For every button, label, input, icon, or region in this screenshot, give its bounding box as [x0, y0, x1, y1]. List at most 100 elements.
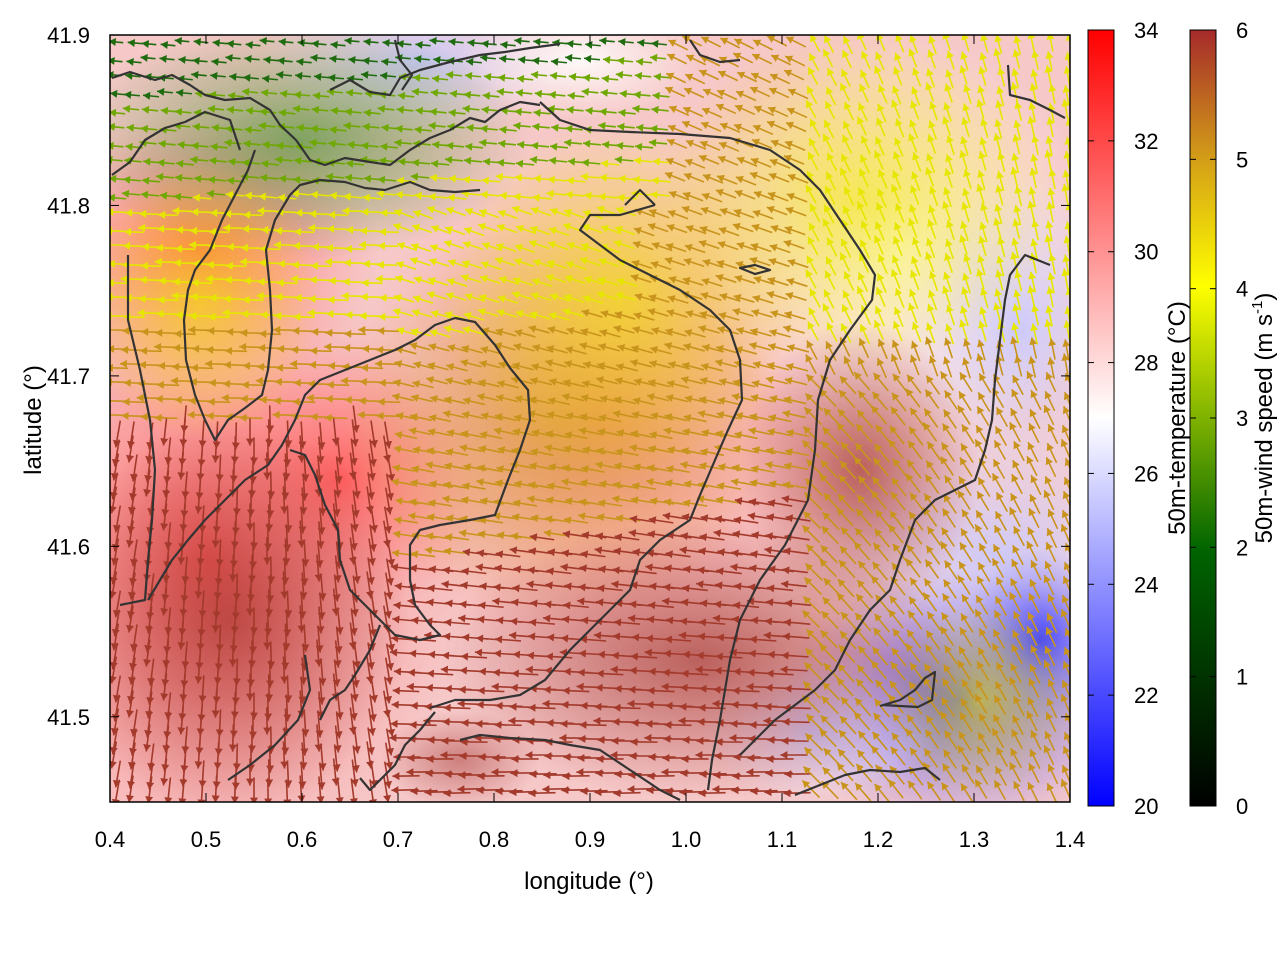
- wind-arrow: [362, 122, 380, 131]
- wind-arrow: [447, 193, 467, 202]
- wind-arrow: [325, 172, 345, 181]
- wind-arrow: [978, 151, 987, 171]
- wind-arrow: [110, 108, 126, 117]
- wind-arrow: [873, 443, 891, 463]
- wind-arrow: [838, 729, 856, 749]
- wind-arrow: [979, 306, 988, 328]
- wind-arrow: [977, 646, 991, 668]
- wind-arrow: [414, 54, 430, 63]
- wind-arrow: [530, 141, 550, 150]
- wind-arrow: [1063, 320, 1070, 342]
- wind-arrow: [961, 509, 975, 529]
- wind-arrow: [732, 52, 754, 64]
- wind-arrow: [157, 158, 175, 167]
- wind-arrow: [780, 580, 808, 589]
- wind-arrow: [892, 628, 908, 648]
- wind-arrow: [683, 87, 705, 99]
- wind-arrow: [668, 39, 688, 51]
- wind-arrow: [428, 192, 448, 201]
- wind-arrow: [350, 759, 359, 787]
- wind-arrow: [819, 728, 837, 748]
- wind-arrow: [1048, 84, 1057, 104]
- wind-arrow: [478, 294, 500, 303]
- wind-arrow: [766, 513, 792, 522]
- wind-arrow: [996, 86, 1005, 106]
- wind-arrow: [1062, 490, 1070, 508]
- wind-arrow: [291, 189, 311, 198]
- x-tick-label: 0.8: [479, 827, 510, 852]
- wind-arrow: [909, 407, 925, 427]
- wind-arrow: [328, 210, 348, 219]
- wind-arrow: [840, 153, 852, 173]
- wind-arrow: [392, 530, 418, 539]
- wind-arrow: [597, 499, 623, 508]
- wind-arrow: [408, 512, 432, 521]
- wind-arrow: [408, 427, 432, 436]
- wind-arrow: [263, 622, 272, 650]
- wind-arrow: [648, 753, 676, 762]
- wind-arrow: [154, 257, 176, 266]
- wind-arrow: [341, 291, 363, 300]
- wind-arrow: [428, 499, 452, 508]
- wind-arrow: [330, 106, 348, 115]
- wind-arrow: [426, 447, 450, 456]
- x-tick-label: 1.4: [1055, 827, 1086, 852]
- wind-arrow: [172, 206, 192, 215]
- contour-line: [1006, 64, 1066, 119]
- wind-arrow: [280, 741, 289, 769]
- wind-arrow: [228, 724, 237, 752]
- wind-arrow: [768, 414, 792, 423]
- wind-arrow: [463, 312, 485, 321]
- wind-arrow: [681, 669, 709, 678]
- wind-arrow: [666, 138, 688, 149]
- wind-arrow: [875, 51, 885, 71]
- colorbar-tick-label: 30: [1134, 240, 1158, 265]
- wind-arrow: [192, 193, 212, 202]
- wind-arrow: [392, 686, 420, 695]
- wind-arrow: [855, 763, 873, 783]
- wind-arrow: [243, 210, 263, 219]
- wind-arrow: [463, 156, 483, 165]
- wind-arrow: [344, 107, 362, 116]
- wind-arrow: [563, 753, 591, 762]
- wind-arrow: [715, 103, 737, 115]
- wind-arrow: [127, 38, 143, 47]
- wind-arrow: [732, 772, 760, 781]
- wind-arrow: [191, 278, 213, 287]
- wind-arrow: [645, 563, 671, 572]
- wind-arrow: [909, 119, 919, 139]
- contour-line: [393, 39, 414, 91]
- wind-arrow: [683, 414, 707, 423]
- wind-arrow: [513, 121, 531, 130]
- wind-arrow: [192, 122, 210, 131]
- wind-arrow: [698, 547, 724, 556]
- wind-arrow: [840, 323, 852, 343]
- x-tick-label: 1.1: [767, 827, 798, 852]
- wind-arrow: [888, 694, 904, 714]
- wind-arrow: [839, 545, 857, 565]
- wind-arrow: [959, 627, 973, 647]
- wind-arrow: [717, 326, 739, 335]
- wind-arrow: [160, 106, 178, 115]
- wind-arrow: [1061, 99, 1070, 119]
- wind-arrow: [802, 595, 822, 615]
- wind-arrow: [1014, 185, 1023, 207]
- wind-arrow: [581, 158, 601, 167]
- wind-arrow: [223, 294, 245, 303]
- wind-arrow: [308, 360, 332, 369]
- wind-arrow: [940, 711, 954, 731]
- wind-arrow: [598, 343, 620, 352]
- wind-arrow: [996, 255, 1005, 277]
- wind-arrow: [1047, 272, 1056, 294]
- wind-arrow: [548, 90, 566, 99]
- wind-arrow: [874, 424, 892, 444]
- wind-arrow: [515, 225, 537, 235]
- wind-arrow: [548, 227, 570, 237]
- wind-arrow: [857, 356, 869, 378]
- wind-arrow: [632, 175, 652, 184]
- wind-arrow: [892, 373, 908, 393]
- wind-arrow: [177, 452, 186, 480]
- wind-arrow: [448, 108, 466, 117]
- wind-arrow: [974, 608, 988, 630]
- wind-arrow: [374, 359, 398, 368]
